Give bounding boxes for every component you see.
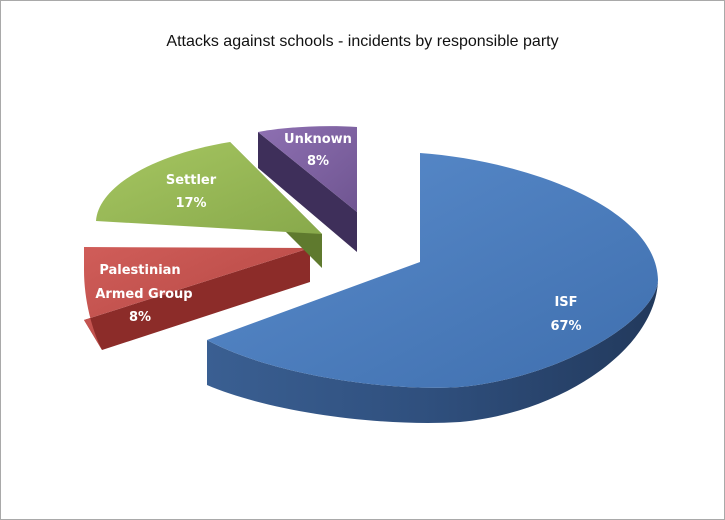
pie-label-settler: Settler	[166, 173, 217, 188]
pie-slice-isf-side	[207, 280, 658, 423]
chart-title: Attacks against schools - incidents by r…	[166, 33, 559, 50]
pie-label-isf: ISF	[554, 295, 577, 310]
pie-value-unknown: 8%	[307, 154, 329, 169]
pie-slice-isf: ISF 67%	[207, 153, 658, 423]
pie-slice-unknown-side	[258, 132, 357, 252]
pie-slice-palestinian-armed-group: Palestinian Armed Group 8%	[84, 247, 310, 350]
pie-value-settler: 17%	[175, 196, 206, 211]
pie-slice-unknown-top	[258, 126, 357, 212]
pie-slice-settler-top	[96, 142, 322, 234]
pie-label-pag-line2: Armed Group	[95, 287, 192, 302]
pie-slice-pag-side	[84, 248, 310, 350]
pie-value-pag: 8%	[129, 310, 151, 325]
pie-label-pag-line1: Palestinian	[99, 263, 180, 278]
pie-slice-settler: Settler 17%	[96, 142, 322, 268]
pie-slice-unknown: Unknown 8%	[258, 126, 357, 252]
pie-label-unknown: Unknown	[284, 132, 352, 147]
pie-value-isf: 67%	[550, 319, 581, 334]
pie-slice-isf-top	[207, 153, 658, 388]
pie-slice-pag-top	[84, 247, 310, 350]
